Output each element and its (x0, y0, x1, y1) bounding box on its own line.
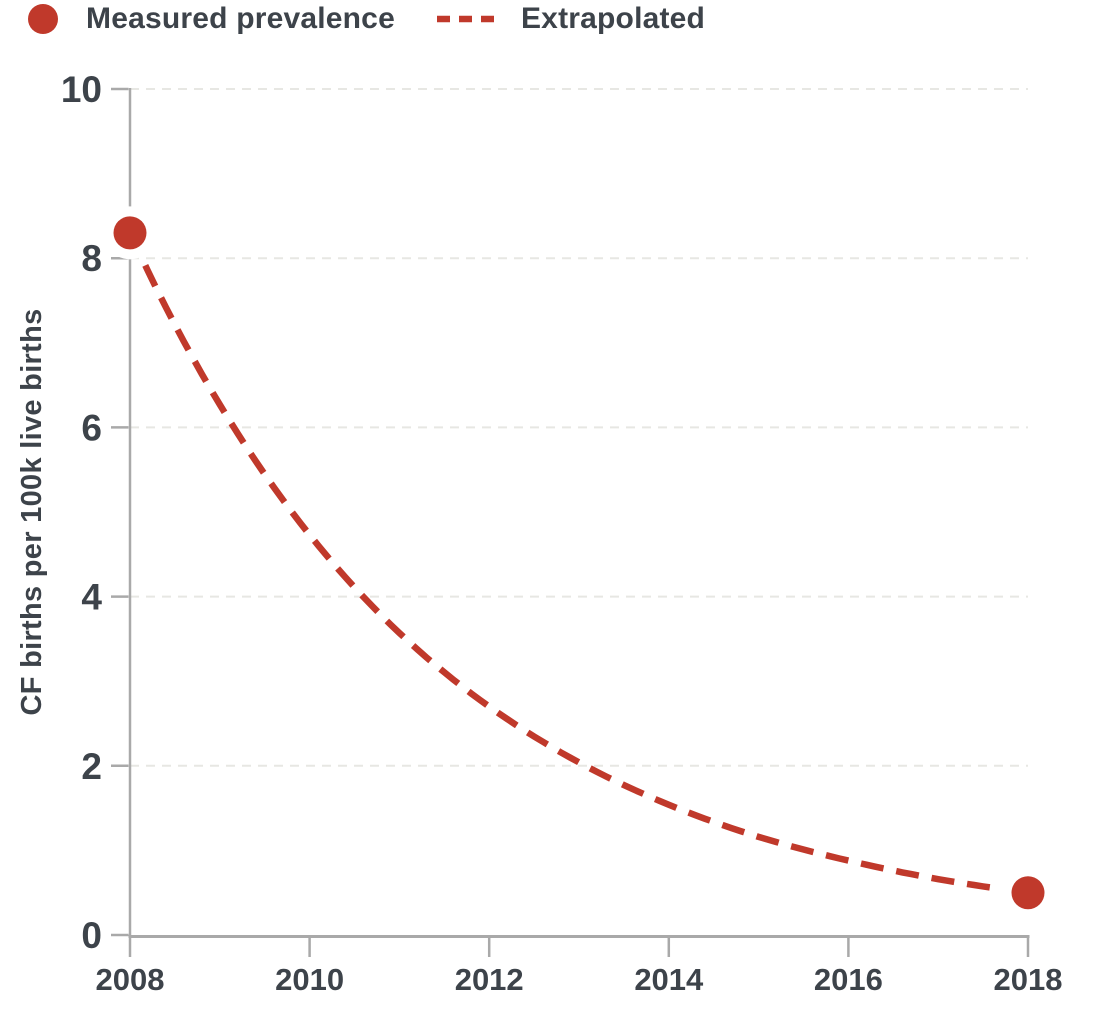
x-tick-label-2016: 2016 (814, 962, 883, 997)
y-axis-title: CF births per 100k live births (16, 308, 48, 715)
legend: Measured prevalence Extrapolated (28, 1, 705, 37)
legend-extrapolated-label: Extrapolated (520, 2, 706, 35)
extrapolated-curve (127, 231, 1029, 896)
y-tick-label-6: 6 (81, 407, 102, 448)
legend-measured-label: Measured prevalence (86, 2, 395, 35)
y-tick-label-8: 8 (81, 238, 102, 279)
x-tick-label-2014: 2014 (634, 962, 704, 997)
y-tick-label-4: 4 (81, 577, 102, 618)
y-tick-label-0: 0 (81, 915, 102, 956)
legend-extrapolated-dash-icon (436, 15, 503, 23)
y-tick-label-2: 2 (81, 746, 102, 787)
x-tick-label-2012: 2012 (455, 962, 524, 997)
x-tick-label-2008: 2008 (96, 962, 165, 997)
x-tick-label-2010: 2010 (275, 962, 344, 997)
data-point-2018 (1011, 876, 1045, 910)
x-tick-label-2018: 2018 (994, 962, 1063, 997)
y-tick-label-10: 10 (61, 69, 102, 110)
legend-measured-dot-icon (28, 4, 58, 34)
data-point-2008 (113, 216, 147, 250)
